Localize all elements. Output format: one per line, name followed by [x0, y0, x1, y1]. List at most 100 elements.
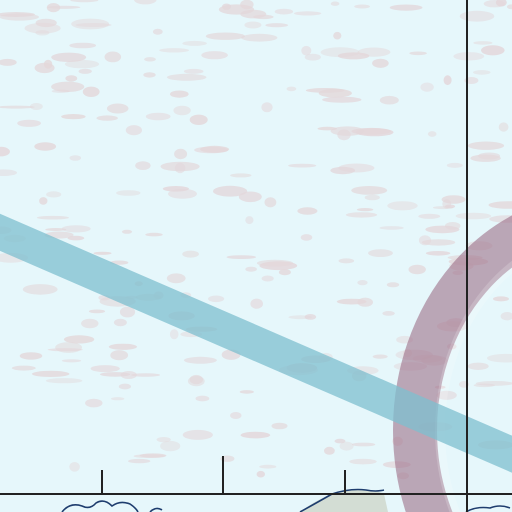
texture-speck: [241, 33, 278, 42]
texture-speck: [55, 342, 82, 353]
texture-speck: [182, 250, 199, 258]
texture-speck: [11, 365, 36, 371]
texture-speck: [166, 273, 186, 284]
texture-speck: [245, 216, 254, 225]
texture-speck: [174, 148, 188, 160]
texture-speck: [240, 0, 254, 10]
texture-speck: [85, 398, 103, 408]
texture-speck: [387, 201, 418, 211]
texture-speck: [24, 22, 61, 34]
texture-speck: [418, 213, 441, 219]
texture-speck: [118, 383, 131, 390]
texture-speck: [145, 232, 163, 237]
texture-speck: [274, 8, 294, 15]
texture-speck: [81, 318, 99, 329]
land-patch: [300, 489, 388, 512]
texture-speck: [245, 266, 257, 272]
texture-speck: [145, 112, 171, 121]
texture-speck: [17, 119, 41, 127]
texture-speck: [305, 88, 345, 93]
texture-speck: [70, 0, 99, 3]
texture-speck: [0, 13, 39, 21]
texture-speck: [169, 329, 179, 340]
texture-speck: [106, 103, 129, 114]
texture-speck: [63, 335, 95, 344]
texture-speck: [345, 212, 378, 218]
texture-speck: [222, 3, 231, 10]
texture-speck: [483, 0, 506, 8]
texture-speck: [409, 51, 427, 56]
texture-speck: [61, 225, 91, 233]
texture-speck: [475, 381, 512, 386]
texture-speck: [349, 458, 377, 465]
texture-speck: [143, 72, 156, 78]
texture-speck: [320, 47, 360, 58]
texture-speck: [152, 28, 163, 35]
texture-speck: [71, 18, 110, 30]
texture-speck: [61, 359, 82, 363]
texture-speck: [240, 431, 271, 439]
texture-speck: [473, 70, 491, 75]
texture-speck: [500, 312, 512, 321]
texture-speck: [133, 454, 166, 458]
texture-speck: [156, 437, 171, 443]
texture-speck: [336, 298, 367, 305]
texture-speck: [46, 191, 62, 198]
texture-speck: [22, 284, 58, 295]
texture-speck: [244, 21, 262, 29]
texture-speck: [93, 251, 112, 255]
texture-speck: [46, 3, 61, 13]
texture-speck: [183, 356, 217, 364]
texture-speck: [200, 145, 230, 153]
texture-speck: [51, 81, 85, 93]
texture-speck: [239, 390, 254, 394]
texture-speck: [51, 52, 87, 62]
texture-speck: [205, 32, 245, 40]
texture-speck: [0, 105, 35, 109]
texture-speck: [322, 96, 362, 103]
texture-speck: [108, 343, 137, 350]
texture-speck: [418, 235, 432, 246]
texture-speck: [128, 458, 151, 464]
texture-speck: [364, 194, 380, 201]
texture-speck: [69, 42, 97, 49]
texture-speck: [238, 191, 262, 203]
texture-speck: [286, 86, 297, 92]
texture-speck: [208, 295, 225, 303]
texture-speck: [333, 31, 342, 40]
texture-speck: [36, 215, 69, 220]
texture-speck: [264, 197, 277, 208]
texture-speck: [39, 197, 48, 205]
texture-speck: [162, 186, 189, 192]
texture-speck: [261, 102, 273, 113]
texture-speck: [31, 370, 70, 377]
texture-speck: [379, 226, 404, 230]
texture-speck: [96, 115, 118, 121]
texture-speck: [351, 442, 376, 447]
texture-speck: [487, 353, 512, 363]
texture-speck: [201, 51, 228, 60]
texture-speck: [121, 229, 133, 234]
texture-speck: [64, 59, 100, 69]
texture-speck: [330, 126, 365, 136]
texture-speck: [125, 125, 142, 136]
texture-speck: [304, 314, 317, 320]
texture-speck: [288, 163, 317, 168]
texture-speck: [75, 23, 112, 27]
texture-speck: [88, 309, 106, 314]
texture-speck: [408, 264, 426, 275]
texture-speck: [271, 422, 288, 430]
texture-speck: [104, 51, 122, 63]
texture-speck: [261, 275, 274, 282]
texture-speck: [467, 141, 505, 150]
texture-speck: [45, 378, 83, 384]
texture-speck: [160, 161, 200, 172]
texture-speck: [293, 11, 322, 16]
texture-speck: [420, 82, 434, 92]
texture-speck: [61, 114, 86, 120]
texture-speck: [265, 23, 289, 28]
texture-speck: [119, 306, 136, 318]
